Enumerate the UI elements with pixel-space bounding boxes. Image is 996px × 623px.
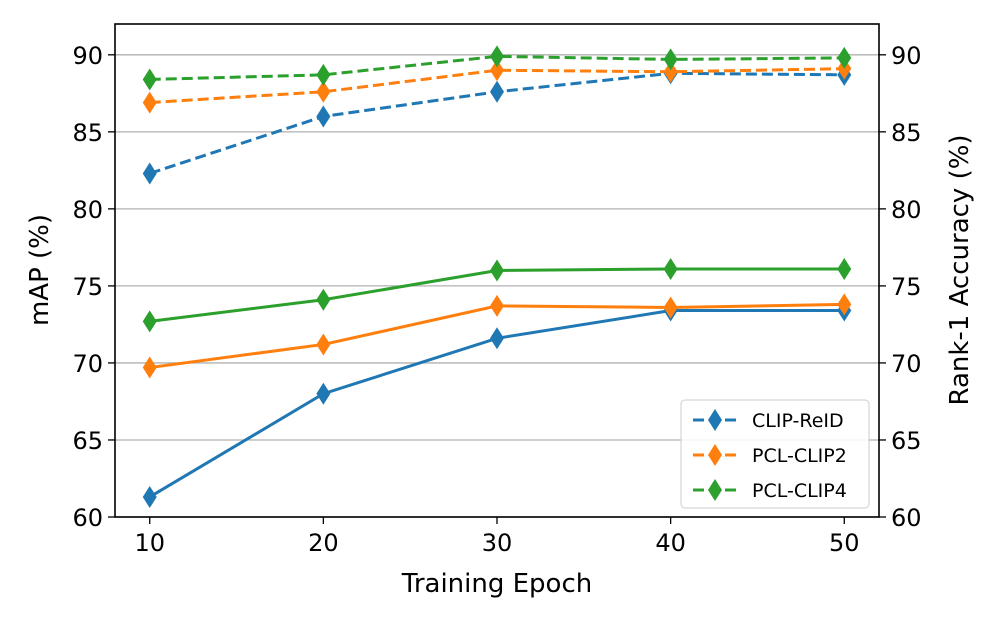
data-point-rank1 bbox=[490, 59, 504, 82]
data-point-rank1 bbox=[316, 80, 331, 103]
data-point-map bbox=[316, 333, 331, 356]
data-point-rank1 bbox=[837, 46, 852, 69]
y-tick-label-right: 70 bbox=[891, 350, 922, 378]
x-tick-label: 10 bbox=[134, 529, 165, 557]
legend: CLIP-ReID PCL-CLIP2 PCL-CLIP4 bbox=[680, 399, 870, 509]
legend-entries: CLIP-ReID PCL-CLIP2 PCL-CLIP4 bbox=[693, 409, 847, 502]
legend-marker bbox=[708, 444, 722, 466]
data-point-map bbox=[663, 257, 678, 280]
y-tick-label-left: 75 bbox=[72, 273, 103, 301]
data-point-map bbox=[663, 296, 678, 319]
y-tick-label-left: 65 bbox=[72, 427, 103, 455]
data-point-map bbox=[837, 293, 852, 316]
series-line-rank1 bbox=[149, 54, 845, 81]
data-point-map bbox=[142, 310, 157, 333]
y-tick-label-left: 60 bbox=[72, 504, 103, 532]
x-tick-label: 50 bbox=[829, 529, 860, 557]
y-tick-label-right: 60 bbox=[891, 504, 922, 532]
data-point-map bbox=[142, 356, 157, 379]
grid-lines bbox=[115, 54, 879, 518]
legend-label: CLIP-ReID bbox=[752, 410, 844, 432]
y-axis-label-right: Rank-1 Accuracy (%) bbox=[945, 134, 975, 405]
data-point-rank1 bbox=[142, 162, 157, 185]
data-point-rank1 bbox=[663, 48, 678, 71]
legend-marker bbox=[708, 479, 722, 501]
data-point-map bbox=[316, 382, 331, 405]
data-point-map bbox=[837, 257, 852, 280]
data-point-rank1 bbox=[142, 91, 157, 114]
series-layer bbox=[142, 45, 852, 508]
data-point-map bbox=[490, 294, 504, 317]
legend-label: PCL-CLIP4 bbox=[752, 480, 847, 502]
y-tick-label-right: 65 bbox=[891, 427, 922, 455]
x-axis-label: Training Epoch bbox=[401, 569, 592, 599]
data-point-rank1 bbox=[316, 63, 331, 86]
x-tick-label: 30 bbox=[482, 529, 513, 557]
y-tick-label-left: 80 bbox=[72, 196, 103, 224]
y-tick-label-right: 80 bbox=[891, 196, 922, 224]
legend-box bbox=[680, 399, 870, 509]
y-tick-label-left: 85 bbox=[72, 119, 103, 147]
data-point-rank1 bbox=[490, 45, 504, 68]
data-point-rank1 bbox=[316, 105, 331, 128]
data-point-map bbox=[490, 259, 504, 282]
data-point-rank1 bbox=[663, 60, 678, 83]
y-tick-label-right: 75 bbox=[891, 273, 922, 301]
data-point-rank1 bbox=[142, 68, 157, 91]
y-tick-label-left: 70 bbox=[72, 350, 103, 378]
y-tick-label-left: 90 bbox=[72, 42, 103, 70]
data-point-map bbox=[490, 327, 504, 350]
series-line-rank1 bbox=[149, 67, 845, 105]
y-axis-label-left: mAP (%) bbox=[25, 214, 55, 326]
tick-layer: 60 60 65 65 70 70 75 75 80 80 85 85 90 90 10 20 30 40 50 bbox=[72, 42, 921, 557]
data-point-map bbox=[316, 288, 331, 311]
legend-marker bbox=[708, 409, 722, 431]
y-tick-label-right: 85 bbox=[891, 119, 922, 147]
legend-label: PCL-CLIP2 bbox=[752, 445, 847, 467]
x-tick-label: 40 bbox=[655, 529, 686, 557]
data-point-map bbox=[142, 485, 157, 508]
x-tick-label: 20 bbox=[308, 529, 339, 557]
y-tick-label-right: 90 bbox=[891, 42, 922, 70]
data-point-rank1 bbox=[490, 80, 504, 103]
